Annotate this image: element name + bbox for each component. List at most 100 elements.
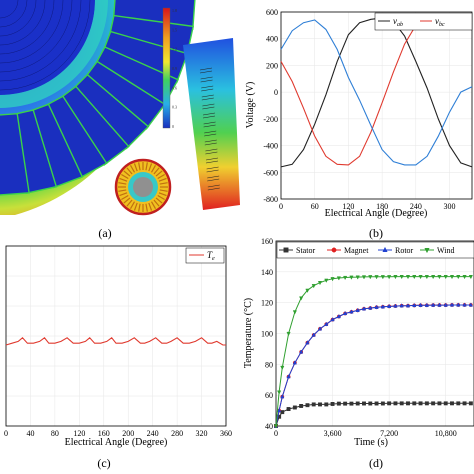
data-point [336,276,341,281]
data-point [324,278,329,283]
y-tick-label: 60 [265,391,273,400]
colorbar-tick-label: 0 [172,124,174,129]
data-point [349,309,354,314]
y-tick-label: -800 [263,195,278,204]
x-tick-label: 40 [26,429,34,438]
data-point [305,340,310,345]
data-point [462,302,467,307]
data-point [418,275,423,280]
y-tick-label: -400 [263,142,278,151]
colorbar-tick-label: 1.8 [172,8,177,13]
mini-slot [126,199,133,207]
winding-hatch [206,166,219,173]
data-point [431,401,436,406]
data-point [311,332,316,337]
data-point [456,401,461,406]
winding-hatch [201,94,214,101]
data-point [462,401,467,406]
winding-hatch [205,157,219,164]
panel-c-torque-chart: 0 40 80 120 160 200 240 280 320 360 Electrical An… [4,245,232,470]
x-tick-label: 360 [220,429,232,438]
mini-slot [150,201,157,209]
data-point [399,303,404,308]
colorbar-tick-label: 0.6 [172,85,177,90]
mini-slot [121,173,129,180]
rotor-core [0,0,95,95]
data-point [277,407,282,413]
mini-slot [118,189,127,192]
data-point [437,302,442,307]
data-point [449,302,455,307]
panel-b-legend: vab vbc [374,12,473,31]
data-point [437,275,442,280]
svg-text:Te: Te [207,250,215,262]
flux-line [0,0,37,37]
data-point [443,302,448,307]
panel-a-field-map: 1.8 1.5 1.2 0.9 0.6 0.3 0 (a) [0,0,240,240]
data-point [292,310,297,315]
data-point [468,401,473,406]
mini-slot [155,197,163,204]
data-point [406,401,410,406]
y-tick-label: 40 [265,422,273,431]
mini-slot [158,177,167,182]
data-point [462,275,467,280]
panel-b-xlabel: Electrical Angle (Degree) [325,208,428,219]
y-tick-label: 140 [261,268,273,277]
data-point [468,275,473,280]
mini-slot [121,194,129,201]
data-point [368,305,373,310]
winding-hatch [204,139,217,146]
legend-label: Stator [296,246,315,255]
mini-slot [123,197,131,204]
mini-slot [138,162,141,171]
data-point [361,275,367,280]
y-tick-label: 120 [261,299,273,308]
series-line-v-bc [280,17,473,166]
winding-hatch [201,85,214,92]
x-tick-label: 120 [73,429,85,438]
panel-b-label: (b) [369,226,383,240]
x-tick-label: 280 [171,429,183,438]
data-point [412,302,417,308]
data-point [380,401,385,406]
data-point [387,275,392,280]
mini-slot [133,202,138,211]
data-point [449,275,455,280]
mini-slot [129,201,136,209]
y-tick-label: 80 [265,360,273,369]
mini-slot [129,165,136,173]
mini-slot [158,192,167,197]
mini-slot [148,202,153,211]
panel-d-label: (d) [369,456,383,470]
flux-line [0,0,82,82]
panel-b-ylabel: Voltage (V) [245,82,256,129]
data-point [343,310,348,316]
winding-hatch [205,148,218,155]
colorbar-ticks: 1.8 1.5 1.2 0.9 0.6 0.3 0 [172,8,177,129]
data-point [412,275,417,280]
data-point [424,247,430,254]
data-point [424,302,429,307]
mini-slot [119,192,128,197]
y-tick-label: -600 [263,168,278,177]
mini-slot [145,203,148,212]
series-line-magnet [275,304,471,427]
winding-hatch [207,175,220,182]
mini-slot [119,177,128,182]
x-tick-label: 0 [279,202,283,211]
x-tick-label: 60 [311,202,319,211]
winding-hatch [200,76,213,83]
legend-vbc-sub: bc [439,22,445,28]
data-point [292,360,297,365]
y-tick-label: 600 [266,8,278,17]
data-point [424,275,429,280]
mini-slot [148,163,153,172]
data-point [387,303,392,308]
mini-slot [150,165,157,173]
y-tick-label: 400 [266,35,278,44]
data-point [393,275,398,280]
data-point [299,404,304,408]
y-tick-label: 200 [266,61,278,70]
series-line-rotor [275,304,471,427]
